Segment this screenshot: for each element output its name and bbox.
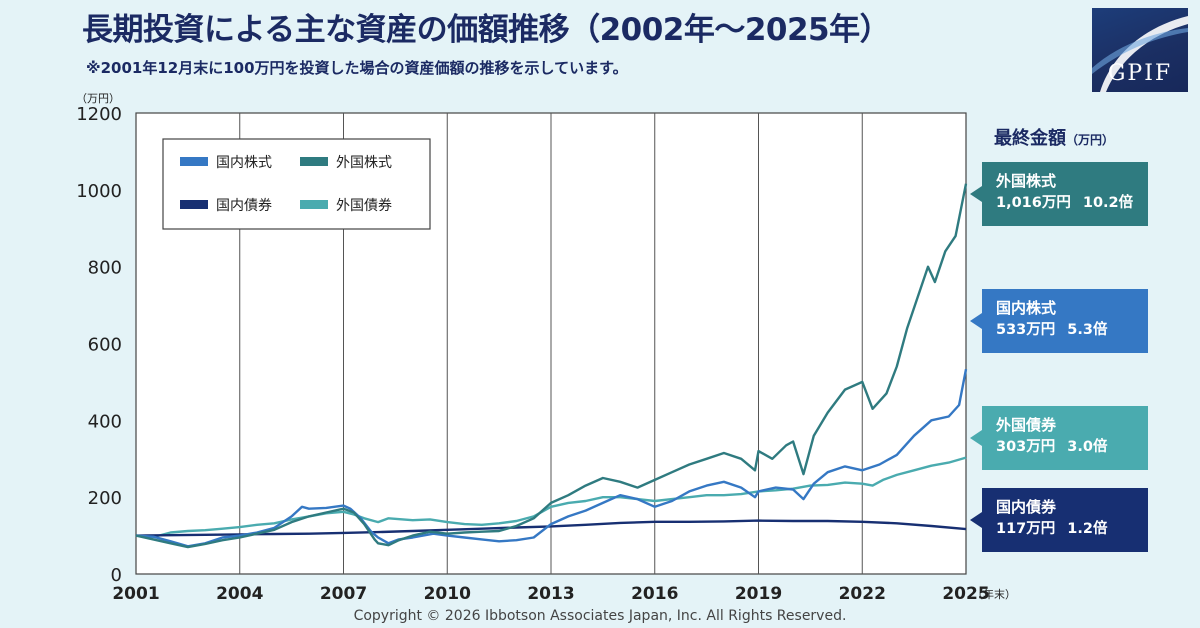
y-tick-label: 200 (88, 488, 122, 509)
x-tick-label: 2019 (735, 584, 782, 604)
final-box-foreign-stocks: 外国株式 1,016万円 10.2倍 (970, 162, 1148, 226)
final-amount-unit: （万円） (1066, 133, 1115, 147)
x-tick-label: 2025 (942, 584, 989, 604)
logo-text: GPIF (1107, 61, 1173, 86)
legend-label: 国内株式 (216, 155, 272, 171)
legend (162, 138, 431, 230)
pointer-arrow-icon (970, 512, 982, 528)
final-box-value-row: 303万円 3.0倍 (996, 436, 1148, 458)
y-tick-label: 1000 (76, 181, 122, 202)
x-tick-label: 2001 (112, 584, 159, 604)
x-tick-label: 2004 (216, 584, 263, 604)
final-box-multiple: 5.3倍 (1067, 322, 1108, 338)
x-tick-label: 2007 (320, 584, 367, 604)
final-box-multiple: 3.0倍 (1067, 439, 1108, 455)
logo-swoosh-icon (1092, 16, 1188, 92)
final-box-domestic-stocks: 国内株式 533万円 5.3倍 (970, 289, 1148, 353)
legend-label: 国内債券 (216, 198, 272, 214)
final-box-name: 外国債券 (996, 416, 1057, 434)
final-box-name: 国内株式 (996, 299, 1057, 317)
final-box-value: 303万円 (996, 439, 1056, 455)
x-tick-label: 2013 (527, 584, 574, 604)
y-axis-unit: （万円） (76, 92, 120, 105)
series-line (135, 519, 967, 537)
legend-label: 外国株式 (336, 155, 392, 171)
final-box-domestic-bonds: 国内債券 117万円 1.2倍 (970, 488, 1148, 552)
pointer-arrow-icon (970, 430, 982, 446)
copyright-notice: Copyright © 2026 Ibbotson Associates Jap… (353, 608, 847, 624)
final-box-value-row: 117万円 1.2倍 (996, 518, 1148, 540)
legend-swatch (300, 157, 328, 166)
y-tick-label: 600 (88, 335, 122, 356)
x-tick-label: 2016 (631, 584, 678, 604)
legend-label: 外国債券 (336, 198, 392, 214)
gpif-logo: GPIF (1092, 8, 1188, 92)
final-box-multiple: 1.2倍 (1067, 521, 1108, 537)
page-title: 長期投資による主な資産の価額推移（2002年〜2025年） (82, 12, 891, 48)
final-box-value-row: 1,016万円 10.2倍 (996, 192, 1148, 214)
series-line (135, 368, 968, 548)
series-line (135, 456, 967, 539)
final-box-value: 1,016万円 (996, 195, 1071, 211)
x-tick-label: 2010 (424, 584, 471, 604)
final-box-name: 国内債券 (996, 498, 1057, 516)
final-box-name: 外国株式 (996, 172, 1057, 190)
x-tick-label: 2022 (839, 584, 886, 604)
legend-swatch (180, 200, 208, 209)
pointer-arrow-icon (970, 186, 982, 202)
legend-swatch (180, 157, 208, 166)
series-line (135, 183, 968, 549)
final-box-foreign-bonds: 外国債券 303万円 3.0倍 (970, 406, 1148, 470)
y-tick-label: 0 (111, 565, 122, 586)
y-tick-label: 1200 (76, 104, 122, 125)
y-tick-label: 800 (88, 258, 122, 279)
final-box-multiple: 10.2倍 (1082, 195, 1134, 211)
legend-swatch (300, 200, 328, 209)
y-tick-label: 400 (88, 411, 122, 432)
pointer-arrow-icon (970, 313, 982, 329)
final-amount-title-text: 最終金額 (994, 128, 1066, 149)
final-box-value: 533万円 (996, 322, 1056, 338)
page-subtitle: ※2001年12月末に100万円を投資した場合の資産価額の推移を示しています。 (86, 59, 628, 77)
final-amount-title: 最終金額（万円） (994, 124, 1114, 150)
x-axis-unit: （年末） (972, 587, 1016, 601)
final-box-value-row: 533万円 5.3倍 (996, 319, 1148, 341)
final-box-value: 117万円 (996, 521, 1056, 537)
